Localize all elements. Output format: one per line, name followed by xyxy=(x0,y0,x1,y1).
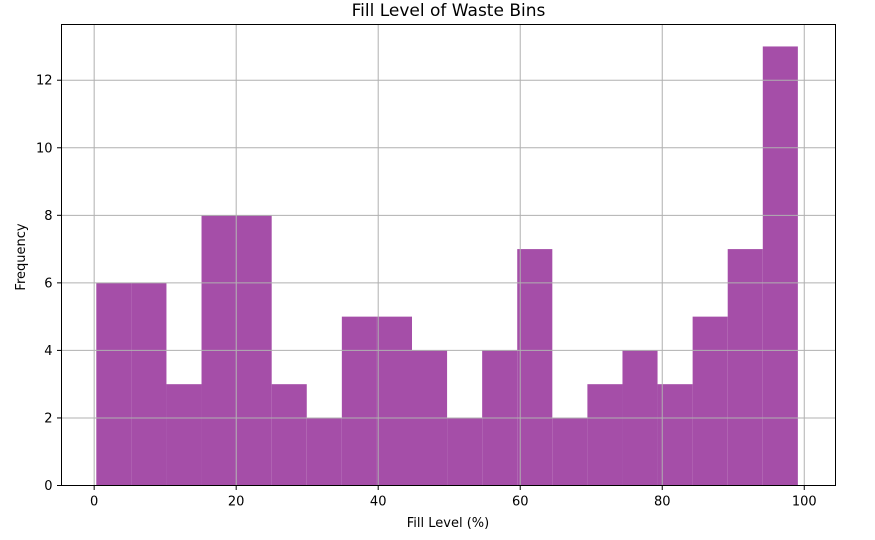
y-axis-ticks: 0 2 4 6 8 10 12 xyxy=(36,74,62,494)
y-tick-label: 0 xyxy=(44,479,52,494)
histogram-bars xyxy=(96,46,798,486)
histogram-bar-18 xyxy=(692,316,728,486)
histogram-bar-17 xyxy=(657,384,693,486)
histogram-bar-6 xyxy=(271,384,307,486)
histogram-bar-3 xyxy=(166,384,202,486)
x-tick-label: 0 xyxy=(90,495,98,510)
y-tick-label: 8 xyxy=(44,209,52,224)
y-tick-label: 4 xyxy=(44,344,52,359)
x-tick-label: 100 xyxy=(792,495,817,510)
histogram-bar-15 xyxy=(587,384,623,486)
chart-title: Fill Level of Waste Bins xyxy=(352,1,546,21)
x-tick-label: 80 xyxy=(654,495,671,510)
x-axis-ticks: 0 20 40 60 80 100 xyxy=(90,485,817,510)
y-tick-label: 6 xyxy=(44,276,52,291)
histogram-bar-2 xyxy=(131,282,167,486)
histogram-bar-8 xyxy=(341,316,377,486)
y-tick-label: 12 xyxy=(36,74,53,89)
y-axis-label: Frequency xyxy=(14,223,29,290)
histogram-bar-9 xyxy=(376,316,413,486)
x-tick-label: 60 xyxy=(512,495,529,510)
histogram-bar-14 xyxy=(552,417,588,486)
x-tick-label: 40 xyxy=(370,495,387,510)
histogram-bar-13 xyxy=(517,249,553,486)
histogram-bar-7 xyxy=(306,417,342,486)
y-tick-label: 2 xyxy=(44,411,52,426)
y-tick-label: 10 xyxy=(36,141,53,156)
histogram-bar-19 xyxy=(727,249,763,486)
x-tick-label: 20 xyxy=(228,495,245,510)
plot-frame xyxy=(61,24,836,486)
histogram-bar-1 xyxy=(96,282,132,486)
x-axis-label: Fill Level (%) xyxy=(407,516,489,531)
histogram-bar-20 xyxy=(762,46,798,486)
histogram-bar-11 xyxy=(447,417,483,486)
